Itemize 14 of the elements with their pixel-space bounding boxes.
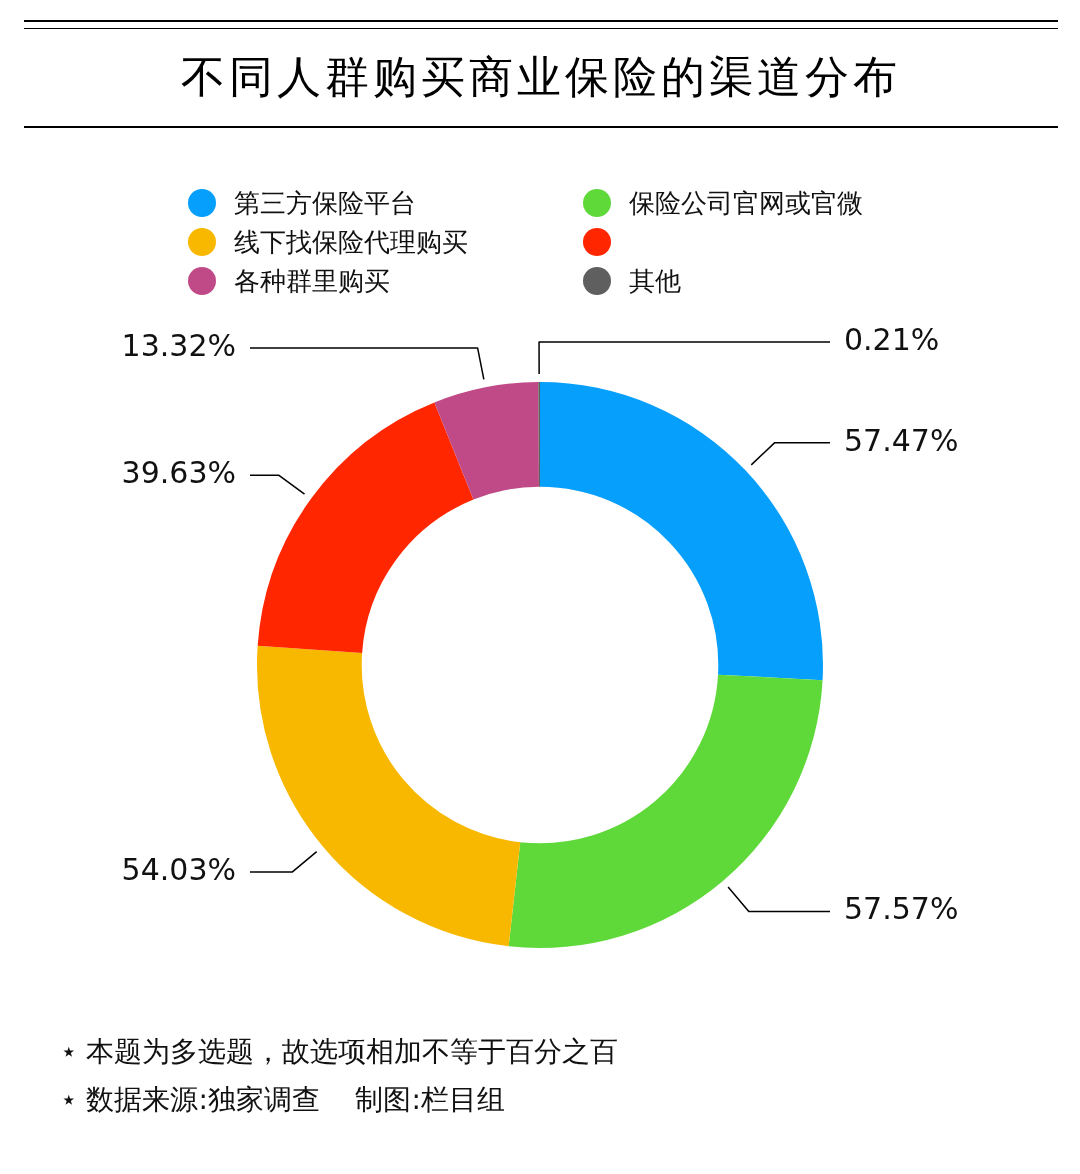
legend-label: 第三方保险平台 [234, 186, 416, 220]
data-label: 54.03% [121, 851, 236, 887]
data-label: 57.47% [844, 422, 959, 458]
text: ⋆ 本题为多选题，故选项相加不等于百分之百 [60, 1034, 619, 1070]
text: ⋆ 数据来源:独家调查 制图:栏目组 [60, 1082, 506, 1118]
data-label: 0.21% [844, 321, 940, 357]
data-label: 57.57% [844, 891, 959, 927]
data-label: 39.63% [121, 455, 236, 491]
legend-label: 线下找保险代理购买 [234, 225, 468, 259]
data-label: 13.32% [121, 327, 236, 363]
chart-title: 不同人群购买商业保险的渠道分布 [180, 50, 902, 104]
legend-label: 各种群里购买 [234, 264, 390, 298]
legend-label: 其他 [629, 264, 681, 298]
legend-label: 保险公司官网或官微 [629, 186, 863, 220]
